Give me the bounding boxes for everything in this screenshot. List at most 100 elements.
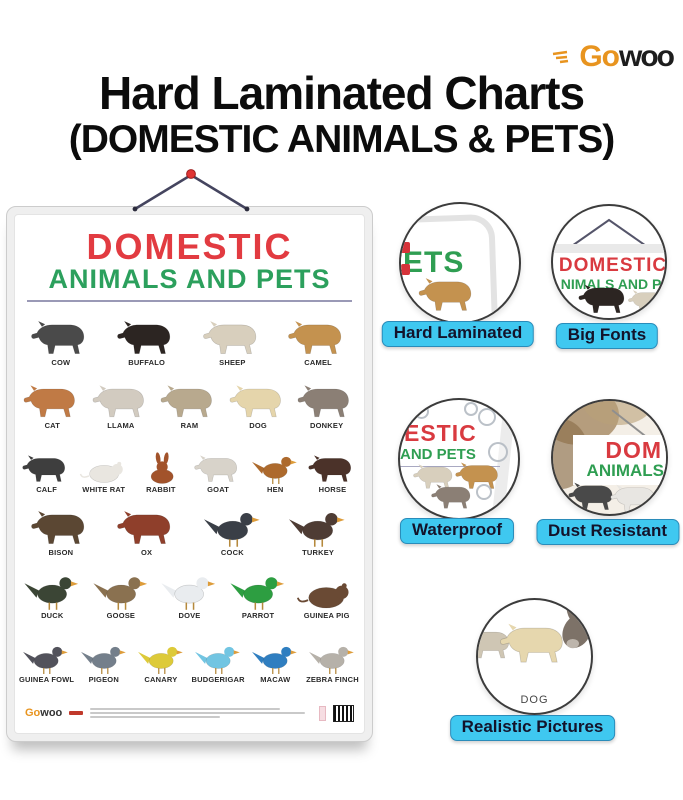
animal-image [161, 577, 216, 611]
cow-preview-image [567, 480, 619, 514]
sheep-preview-image [412, 462, 458, 496]
animal-label: LLAMA [107, 421, 135, 431]
animal-image [578, 285, 625, 314]
animal-label: SHEEP [219, 358, 246, 368]
animal-image [431, 484, 471, 509]
animal-label: COCK [220, 548, 244, 557]
animal-image [23, 385, 75, 418]
animal-label: DOVE [178, 611, 201, 621]
animal-row: CALF WHITE RAT RABBIT GOAT HEN HORSE [18, 445, 361, 494]
poster-divider [27, 299, 352, 302]
preview-red-letter [401, 264, 410, 275]
animal-image [568, 482, 613, 510]
feature-dust-resistant: DOM ANIMALS Dust Resistant [535, 399, 680, 545]
footer-red-text-bar [69, 711, 83, 715]
animal-label: OX [141, 548, 153, 557]
animal-image [79, 461, 123, 483]
animal-row: DUCK GOOSE DOVE PARROT GUINEA PIG [18, 571, 361, 620]
mini-hanger-icon [568, 218, 650, 249]
animal-cell: MACAW [247, 635, 304, 684]
ram-preview-image [478, 626, 516, 667]
animal-image [230, 577, 285, 611]
animal-row: BISON OX COCK TURKEY [18, 508, 361, 557]
animal-image [194, 646, 240, 674]
footer-stamp [318, 705, 326, 721]
animal-image [229, 385, 281, 418]
animal-cell: GUINEA PIG [292, 571, 361, 620]
animal-cell: ZEBRA FINCH [304, 635, 361, 684]
animal-cell: BUDGERIGAR [190, 635, 247, 684]
animal-label: TURKEY [302, 548, 335, 557]
animal-cell: GUINEA FOWL [18, 635, 75, 684]
feature-waterproof: ESTIC AND PETS Waterproof [398, 398, 520, 544]
animal-label: GOAT [207, 484, 230, 494]
page-subtitle: (DOMESTIC ANIMALS & PETS) [68, 118, 616, 161]
animal-image [455, 462, 498, 489]
feature-realistic-pictures: DOG Realistic Pictures [449, 598, 616, 741]
animal-image [628, 290, 664, 313]
animal-image [478, 631, 509, 659]
animal-cell: WHITE RAT [75, 445, 132, 494]
animal-image [160, 385, 213, 418]
animal-cell: TURKEY [275, 508, 361, 557]
feature-label-waterproof: Waterproof [399, 518, 515, 544]
water-drop-icon [478, 408, 496, 426]
poster-footer: Gowoo [15, 700, 364, 733]
preview-text-estic: ESTIC [404, 420, 477, 446]
preview-red-letter [401, 242, 410, 253]
feature-label-dust-resistant: Dust Resistant [535, 519, 680, 545]
animal-cell: CANARY [132, 635, 189, 684]
preview-text-animals: ANIMALS [586, 461, 664, 480]
animal-row: GUINEA FOWL PIGEON CANARY BUDGERIGAR [18, 635, 361, 684]
animal-image [117, 321, 171, 354]
animal-image [309, 646, 355, 674]
animal-cell: RAM [155, 381, 224, 430]
animal-image [194, 454, 237, 482]
water-drop-icon [488, 442, 508, 462]
animal-label: COW [51, 358, 71, 368]
water-drop-icon [414, 404, 429, 419]
preview-text-domestic: DOMESTIC [558, 255, 667, 276]
animal-cell: DOVE [155, 571, 224, 620]
preview-text-animals: NIMALS AND P [560, 276, 662, 292]
animal-image [80, 646, 126, 674]
camel-preview-image [417, 275, 479, 320]
footer-fineprint-lines [89, 708, 305, 718]
feature-label-realistic-pictures: Realistic Pictures [449, 715, 616, 741]
poster-title-red: DOMESTIC [86, 226, 293, 267]
animal-label: RAM [180, 421, 199, 431]
animal-row: CAT LLAMA RAM DOG DONKEY [18, 381, 361, 430]
animal-label: DOG [249, 421, 267, 431]
preview-text-dom: DOM [605, 437, 662, 463]
cow-preview-image [609, 482, 661, 514]
animal-label: CALF [36, 484, 57, 494]
animal-label: CANARY [144, 674, 178, 684]
feature-circle-waterproof: ESTIC AND PETS [398, 398, 520, 520]
animal-label: HEN [267, 484, 284, 494]
brand-logo: Go woo [551, 42, 675, 72]
donkey-head-preview-image [553, 600, 591, 656]
animal-label: DONKEY [310, 421, 344, 431]
feature-hard-laminated: ETS Hard Laminated [381, 202, 535, 347]
animal-label: BUFFALO [128, 358, 166, 368]
animal-row: COW BUFFALO SHEEP CAMEL [18, 318, 361, 367]
animal-label: MACAW [260, 674, 291, 684]
feature-big-fonts: DOMESTIC NIMALS AND P Big Fonts [551, 204, 667, 349]
animal-image [31, 321, 85, 354]
animal-cell: PIGEON [75, 635, 132, 684]
animal-cell: BISON [18, 508, 104, 557]
animal-label: PIGEON [88, 674, 119, 684]
animal-grid: COW BUFFALO SHEEP CAMEL CAT LLAMA RAM DO… [15, 302, 364, 700]
poster-edge-preview [553, 244, 665, 253]
poster-page-preview: DOM ANIMALS [573, 435, 666, 485]
animal-label: WHITE RAT [82, 484, 126, 494]
animal-cell: CALF [18, 445, 75, 494]
logo-swoosh-icon [553, 50, 569, 64]
animal-image [202, 321, 256, 354]
animal-cell: HEN [247, 445, 304, 494]
animal-image [150, 452, 174, 484]
animal-image [22, 454, 66, 482]
feature-label-hard-laminated: Hard Laminated [381, 321, 535, 347]
animal-label: CAMEL [304, 358, 332, 368]
feature-circle-realistic-pictures: DOG [476, 598, 593, 715]
